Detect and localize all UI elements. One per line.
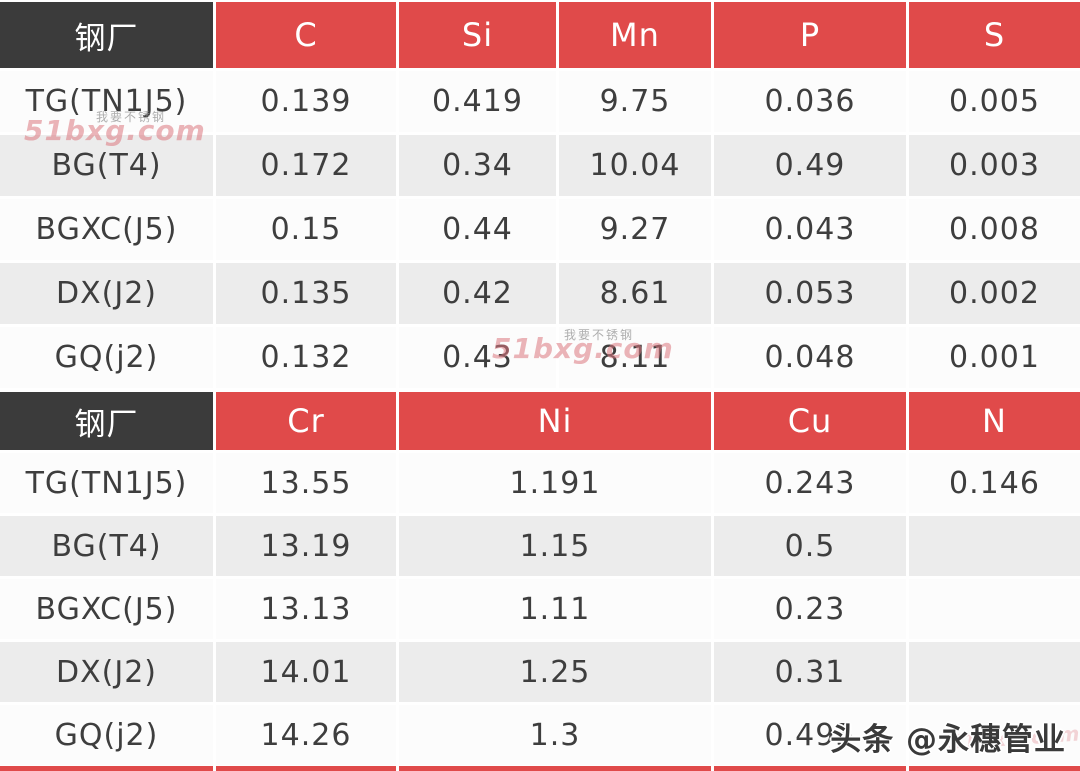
t1-value-cell: 0.44 [399,199,556,260]
t1-value-cell: 0.419 [399,71,556,132]
t2-header-ni: Ni [399,392,711,450]
t1-value-cell: 0.49 [714,135,906,196]
t2-value-cell: 0.5 [714,516,906,576]
t1-value-cell: 0.008 [909,199,1080,260]
t2-value-cell: 1.11 [399,579,711,639]
t1-value-cell: 0.172 [216,135,396,196]
t2-value-cell [909,705,1080,765]
t1-value-cell: 0.036 [714,71,906,132]
t1-value-cell: 0.42 [399,263,556,324]
t1-header-mill: 钢厂 [0,2,213,68]
t2-value-cell: 13.55 [216,453,396,513]
t2-value-cell: 1.25 [399,642,711,702]
t1-mill-name: BG(T4) [0,135,213,196]
t1-header-s: S [909,2,1080,68]
t1-value-cell: 0.001 [909,327,1080,388]
t2-value-cell: 0.146 [909,453,1080,513]
t1-value-cell: 0.15 [216,199,396,260]
t1-header-p: P [714,2,906,68]
t1-value-cell: 8.61 [559,263,711,324]
t1-mill-name: DX(J2) [0,263,213,324]
t1-mill-name: GQ(j2) [0,327,213,388]
t1-mill-name: BGXC(J5) [0,199,213,260]
t1-mill-name: TG(TN1J5) [0,71,213,132]
t2-header-mill: 钢厂 [0,392,213,450]
t2-value-cell: 0.243 [714,453,906,513]
t1-value-cell: 0.005 [909,71,1080,132]
t1-value-cell: 10.04 [559,135,711,196]
t2-mill-name: GQ(j2) [0,705,213,765]
t2-mill-name: BG(T4) [0,516,213,576]
t2-value-cell: 13.13 [216,579,396,639]
t2-value-cell: 14.26 [216,705,396,765]
composition-table-1: 钢厂 C Si Mn P S TG(TN1J5) 0.139 0.419 9.7… [0,2,1080,388]
t2-value-cell [909,642,1080,702]
t2-value-cell: 1.191 [399,453,711,513]
t2-mill-name: DX(J2) [0,642,213,702]
t1-value-cell: 0.132 [216,327,396,388]
t2-value-cell: 1.3 [399,705,711,765]
t2-mill-name: BGXC(J5) [0,579,213,639]
t2-value-cell: 0.495 [714,705,906,765]
t2-header-n: N [909,392,1080,450]
strip-segment [714,766,906,771]
t1-value-cell: 9.27 [559,199,711,260]
t2-value-cell: 13.19 [216,516,396,576]
cutoff-next-table-strip [0,766,1080,771]
t1-value-cell: 0.135 [216,263,396,324]
t1-value-cell: 0.003 [909,135,1080,196]
strip-segment [909,766,1080,771]
t2-mill-name: TG(TN1J5) [0,453,213,513]
t2-value-cell: 0.23 [714,579,906,639]
t1-value-cell: 0.002 [909,263,1080,324]
t1-value-cell: 0.43 [399,327,556,388]
t2-header-cr: Cr [216,392,396,450]
t1-header-si: Si [399,2,556,68]
composition-table-2: 钢厂 Cr Ni Cu N TG(TN1J5) 13.55 1.191 0.24… [0,392,1080,765]
t2-value-cell [909,579,1080,639]
t1-value-cell: 0.053 [714,263,906,324]
t2-header-cu: Cu [714,392,906,450]
t1-value-cell: 9.75 [559,71,711,132]
t2-value-cell: 1.15 [399,516,711,576]
t1-header-c: C [216,2,396,68]
strip-segment [0,766,213,771]
t2-value-cell [909,516,1080,576]
strip-segment [399,766,711,771]
strip-segment [216,766,396,771]
t1-value-cell: 0.139 [216,71,396,132]
t1-header-mn: Mn [559,2,711,68]
toutiao-byline: 头条 @永穗管业 [830,722,1066,758]
t1-value-cell: 8.11 [559,327,711,388]
t1-value-cell: 0.048 [714,327,906,388]
t1-value-cell: 0.043 [714,199,906,260]
t2-value-cell: 14.01 [216,642,396,702]
t2-value-cell: 0.31 [714,642,906,702]
t1-value-cell: 0.34 [399,135,556,196]
